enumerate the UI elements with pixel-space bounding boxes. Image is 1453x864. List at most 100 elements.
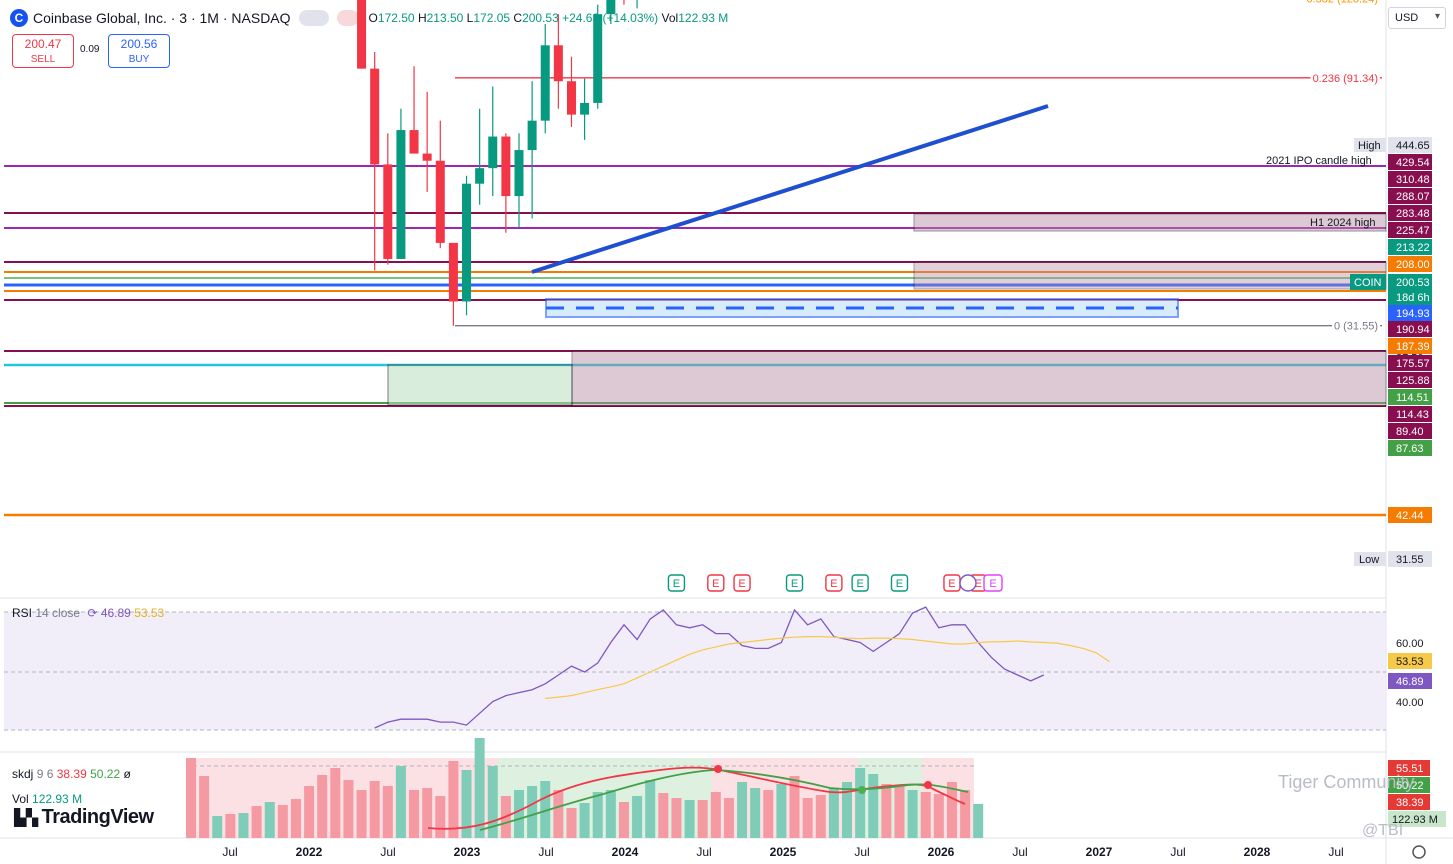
price-axis-label: 89.40	[1396, 426, 1424, 438]
volume-bar	[645, 780, 656, 838]
price-axis-label-bg	[1388, 239, 1432, 255]
volume-bar	[684, 800, 695, 838]
vol-badge: 122.93 M	[1392, 814, 1438, 826]
earnings-label: E	[948, 578, 955, 590]
sell-button[interactable]: 200.47 SELL	[12, 34, 74, 68]
price-axis-label-bg	[1388, 274, 1432, 290]
fib-label-bg	[1310, 71, 1380, 86]
skdj-badge-3: 38.39	[1396, 797, 1424, 809]
price-axis-label-bg	[1388, 289, 1432, 305]
volume-bar	[540, 781, 551, 838]
price-axis-label-bg	[1388, 256, 1432, 272]
symbol-title[interactable]: Coinbase Global, Inc. · 3 · 1M · NASDAQ	[33, 10, 291, 26]
skdj-cross-dot	[924, 781, 932, 789]
time-tick: Jul	[696, 845, 711, 859]
spread-value: 0.09	[80, 44, 100, 55]
time-tick: Jul	[1170, 845, 1185, 859]
volume-bar	[317, 775, 328, 838]
volume-bar	[409, 790, 420, 838]
skdj-legend[interactable]: skdj 9 6 38.39 50.22 ø	[12, 767, 131, 781]
tradingview-logo[interactable]: ▙▚ TradingView	[14, 806, 154, 828]
time-tick: Jul	[538, 845, 553, 859]
earnings-label: E	[856, 578, 863, 590]
volume-bar	[973, 804, 984, 838]
earnings-marker	[825, 574, 843, 592]
high-tag-bg	[1354, 138, 1386, 152]
vol-value: 122.93 M	[678, 11, 729, 25]
buy-button[interactable]: 200.56 BUY	[108, 34, 170, 68]
skdj-params: 9 6	[36, 767, 54, 781]
skdj-badge-3-bg	[1388, 794, 1430, 810]
volume-bar	[737, 782, 748, 838]
dividend-icon	[959, 574, 977, 592]
skdj-zone-red	[186, 758, 498, 838]
price-axis-label-bg	[1388, 440, 1432, 456]
rsi-cycle-icon[interactable]: ⟳	[87, 606, 98, 620]
skdj-k-value: 38.39	[56, 767, 87, 781]
rsi-badge: 46.89	[1396, 676, 1424, 688]
rsi-legend[interactable]: RSI 14 close ⟳ 46.89 53.53	[12, 606, 164, 620]
time-tick: Jul	[380, 845, 395, 859]
candle-body	[553, 45, 563, 82]
rsi-title: RSI	[12, 606, 33, 620]
volume-bar	[264, 802, 275, 838]
wave-icon[interactable]	[336, 10, 359, 26]
earnings-marker	[733, 574, 751, 592]
candle	[383, 133, 393, 265]
volume-bar	[776, 784, 787, 838]
tbi-watermark: @TBI	[1362, 822, 1404, 839]
price-axis-label-bg	[1388, 137, 1432, 153]
buy-price: 200.56	[120, 37, 158, 51]
buy-label: BUY	[128, 54, 150, 65]
settings-gear-icon	[1412, 845, 1426, 859]
volume-bar	[199, 776, 210, 838]
candle-body	[448, 242, 458, 302]
open-value: 172.50	[377, 11, 415, 25]
price-axis-label: 87.63	[1396, 443, 1424, 455]
price-axis-label-bg	[1388, 355, 1432, 371]
candle	[462, 175, 472, 316]
candles	[357, 0, 638, 326]
rsi-tick-60: 60.00	[1396, 638, 1424, 650]
candle-body	[370, 68, 380, 165]
horizontal-levels	[4, 165, 1386, 517]
earnings-label: E	[830, 578, 837, 590]
earnings-marker	[851, 574, 869, 592]
time-tick: Jul	[222, 845, 237, 859]
candle	[606, 0, 616, 25]
earnings-marker	[667, 574, 686, 592]
candle	[623, 0, 625, 5]
candle	[448, 242, 458, 326]
currency-select[interactable]: USD	[1388, 7, 1446, 29]
skdj-d-value: 50.22	[90, 767, 121, 781]
time-tick: 2023	[454, 845, 481, 859]
price-axis-label: 114.51	[1396, 392, 1429, 404]
volume-bar	[763, 790, 774, 838]
rsi-tick-40: 40.00	[1396, 697, 1424, 709]
price-axis-label: 225.47	[1396, 225, 1430, 237]
sell-price: 200.47	[24, 37, 62, 51]
candle-body	[435, 160, 445, 243]
volume-bar	[894, 786, 905, 838]
resistance-zone-2	[913, 261, 1387, 290]
candle-body	[488, 136, 498, 169]
vol-legend[interactable]: Vol 122.93 M	[12, 792, 82, 806]
earnings-marker	[785, 574, 804, 592]
volume-bar	[855, 768, 866, 838]
coinbase-logo-icon: C	[10, 9, 28, 27]
indicator-toggle-pill[interactable]	[298, 10, 329, 26]
candle-body	[383, 164, 393, 259]
skdj-cross-dot	[858, 786, 866, 794]
time-axis-ticks: Jul 2022 Jul 2023 Jul 2024 Jul 2025 Jul 2026 Jul 20…	[222, 845, 1343, 859]
volume-bar	[290, 799, 301, 838]
time-tick: 2025	[770, 845, 797, 859]
fib-label-bg	[1304, 0, 1380, 7]
volume-bar	[632, 796, 643, 838]
volume-bar	[723, 798, 734, 838]
volume-bar	[212, 816, 223, 838]
annotation-ipo-high: 2021 IPO candle high	[1266, 155, 1372, 167]
vol-badge-bg	[1388, 811, 1446, 827]
earnings-label: E	[896, 578, 903, 590]
earnings-label: E	[791, 578, 798, 590]
